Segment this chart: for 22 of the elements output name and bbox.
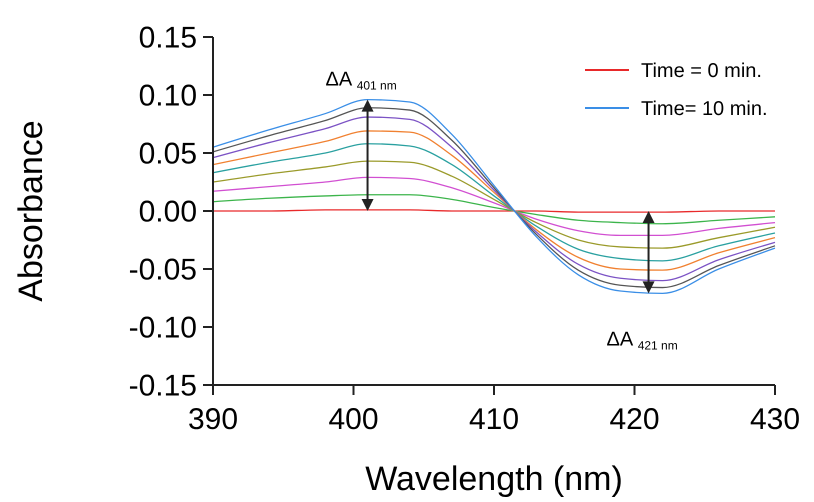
legend-label: Time = 0 min. <box>641 60 762 82</box>
x-tick-label: 400 <box>328 403 379 436</box>
y-tick-label: 0.00 <box>138 196 197 228</box>
y-tick-label: -0.10 <box>128 312 197 344</box>
line-series <box>212 194 776 224</box>
x-tick-label: 390 <box>188 403 238 436</box>
x-tick-label: 430 <box>750 403 800 436</box>
line-series <box>212 143 776 262</box>
y-axis-title: Absorbance <box>12 120 50 302</box>
annotation: ΔA $_{401 nm}$ <box>326 68 397 92</box>
line-series <box>212 176 776 236</box>
y-tick-label: 0.10 <box>138 80 197 112</box>
annotation: ΔA $_{421 nm}$ <box>606 328 678 352</box>
y-tick-label: 0.15 <box>138 22 197 54</box>
line-series <box>212 160 776 249</box>
y-tick-label: -0.15 <box>128 370 197 402</box>
x-axis-title: Wavelength (nm) <box>365 460 623 498</box>
legend-label: Time= 10 min. <box>641 98 768 120</box>
x-tick-label: 410 <box>468 403 520 436</box>
x-tick-label: 420 <box>609 403 660 436</box>
y-tick-label: 0.05 <box>138 138 197 170</box>
y-tick-label: -0.05 <box>128 254 197 286</box>
